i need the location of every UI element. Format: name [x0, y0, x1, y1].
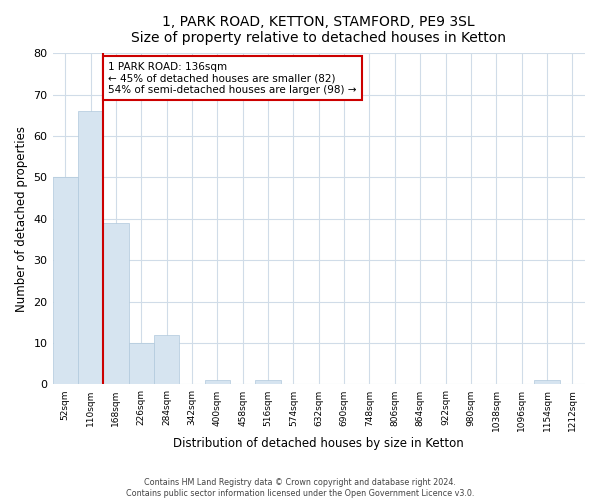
Bar [128, 343, 154, 384]
Bar [53, 178, 78, 384]
Bar [103, 223, 128, 384]
X-axis label: Distribution of detached houses by size in Ketton: Distribution of detached houses by size … [173, 437, 464, 450]
Text: 1 PARK ROAD: 136sqm
← 45% of detached houses are smaller (82)
54% of semi-detach: 1 PARK ROAD: 136sqm ← 45% of detached ho… [109, 62, 357, 95]
Bar [78, 112, 103, 384]
Text: Contains HM Land Registry data © Crown copyright and database right 2024.
Contai: Contains HM Land Registry data © Crown c… [126, 478, 474, 498]
Bar [154, 335, 179, 384]
Bar [534, 380, 560, 384]
Y-axis label: Number of detached properties: Number of detached properties [15, 126, 28, 312]
Bar [256, 380, 281, 384]
Title: 1, PARK ROAD, KETTON, STAMFORD, PE9 3SL
Size of property relative to detached ho: 1, PARK ROAD, KETTON, STAMFORD, PE9 3SL … [131, 15, 506, 45]
Bar [205, 380, 230, 384]
